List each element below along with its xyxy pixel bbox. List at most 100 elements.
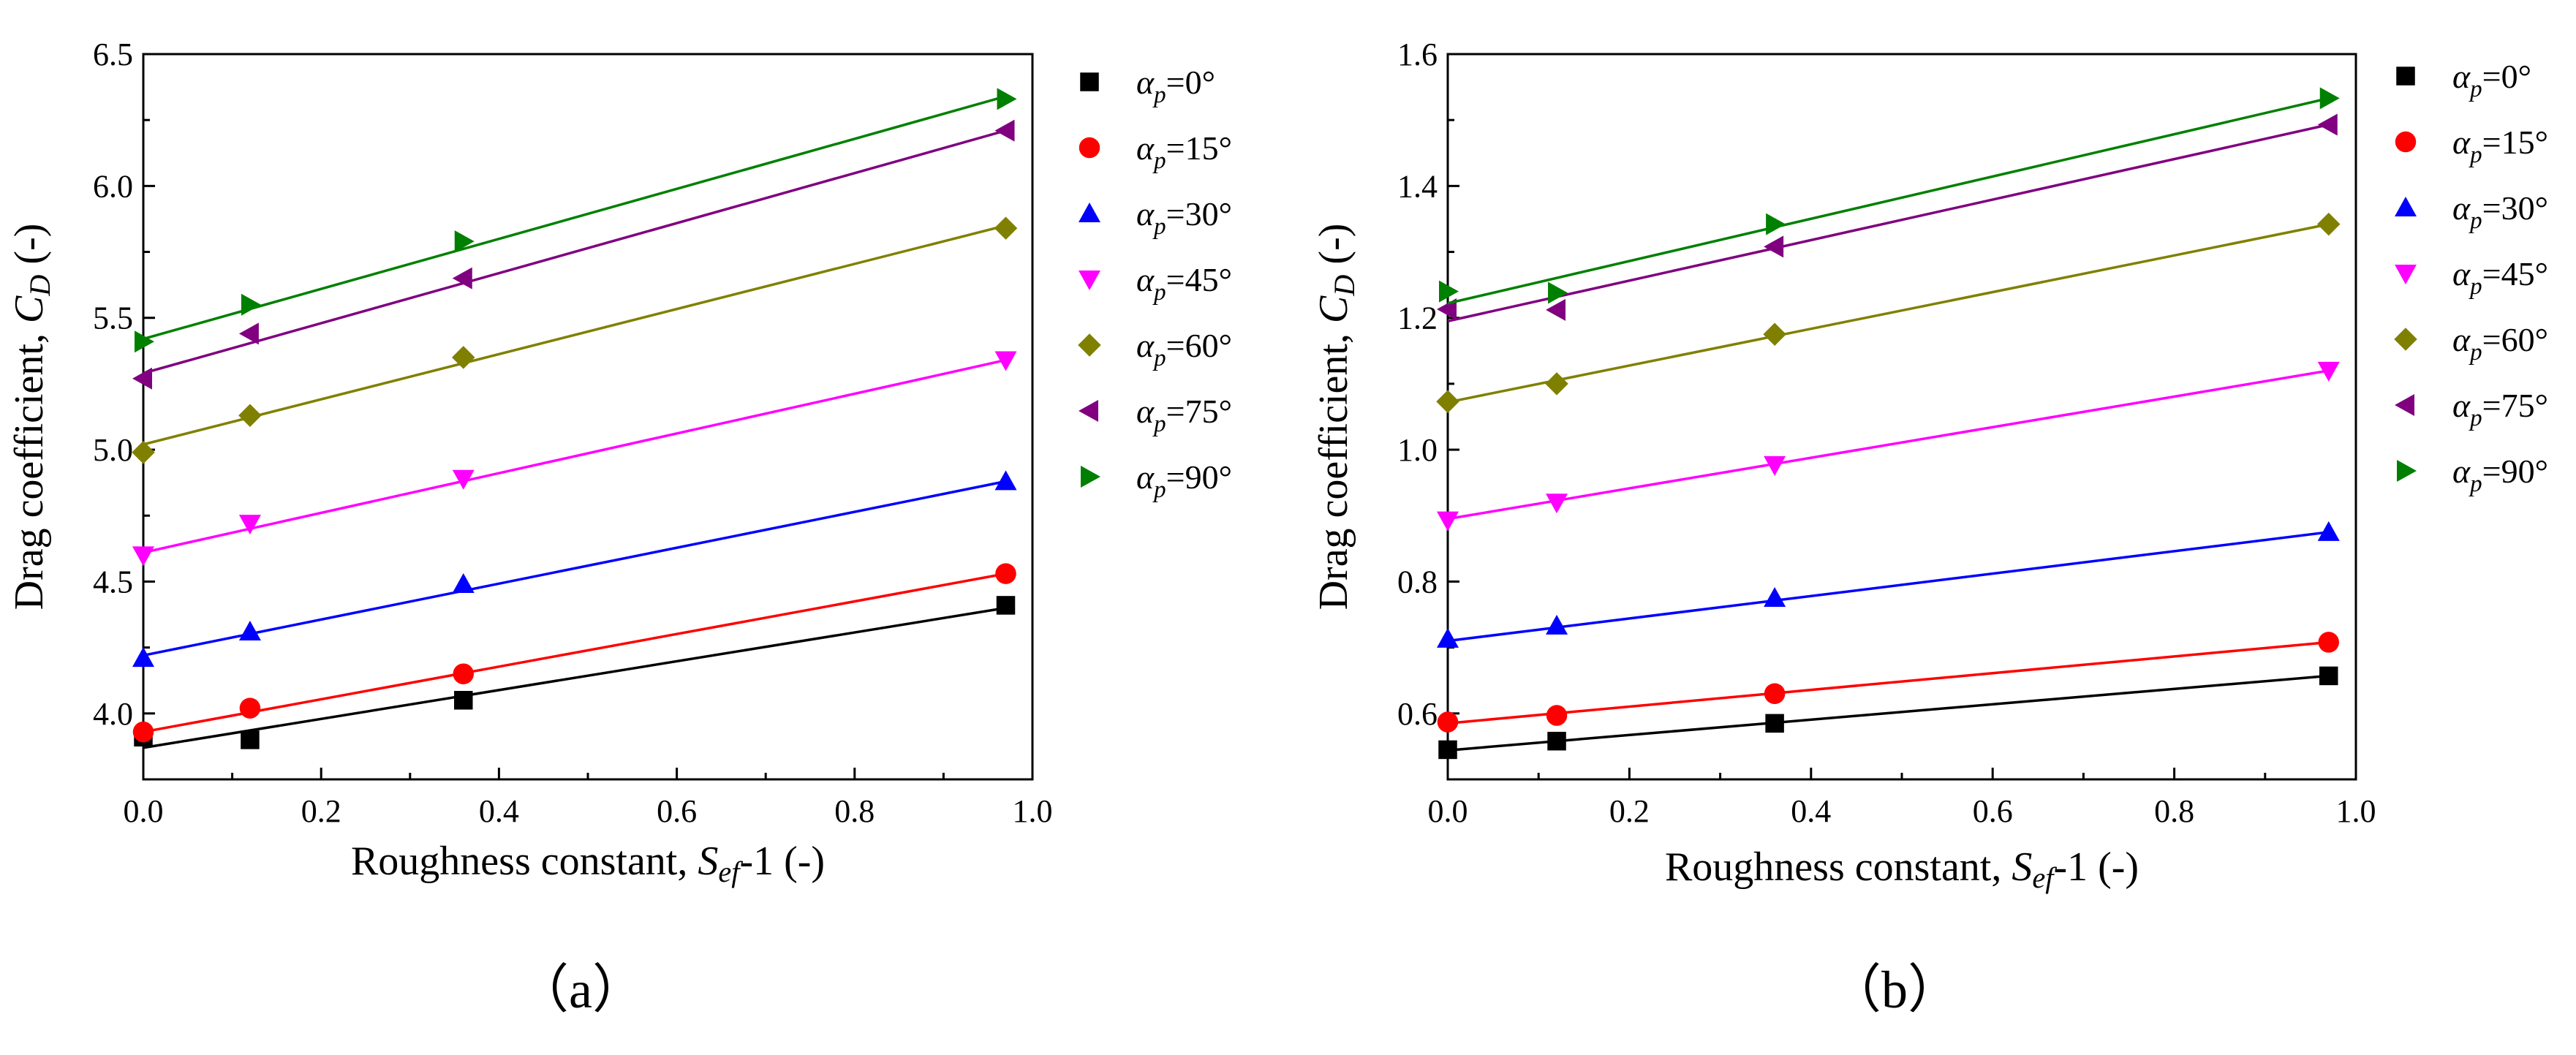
fit-line-0deg [1447, 674, 2329, 752]
data-point [1546, 494, 1568, 514]
data-point [2319, 87, 2340, 110]
fit-line-15deg [1447, 640, 2329, 725]
data-point [1438, 740, 1457, 760]
x-tick-label: 1.0 [1013, 793, 1053, 829]
data-point [994, 119, 1015, 142]
data-point [2317, 521, 2340, 541]
legend-marker [2395, 197, 2417, 216]
legend-marker [1081, 466, 1100, 488]
data-point [1763, 322, 1786, 347]
y-tick-label: 6.0 [93, 168, 133, 204]
legend-label: αp=0° [2452, 58, 2531, 102]
data-point [2319, 666, 2338, 686]
y-tick-label: 1.6 [1397, 37, 1438, 72]
data-point [238, 322, 259, 345]
data-point [1546, 705, 1568, 726]
data-point [1764, 455, 1786, 476]
data-point [1437, 511, 1459, 532]
data-point [1436, 390, 1459, 414]
fit-line-60deg [1447, 222, 2330, 404]
legend-marker [2394, 328, 2417, 351]
legend-marker [1079, 203, 1100, 222]
data-point [994, 470, 1017, 491]
data-point [1764, 683, 1786, 705]
data-point [1437, 298, 1457, 321]
legend-marker [2395, 131, 2417, 153]
data-point [452, 469, 475, 490]
data-point [132, 546, 154, 567]
data-point [452, 346, 475, 369]
legend-marker [1078, 333, 1101, 357]
legend-marker [1079, 400, 1098, 422]
y-tick-label: 6.5 [93, 37, 133, 72]
data-point [1764, 587, 1786, 607]
data-point [997, 88, 1017, 110]
legend-label: αp=30° [2452, 189, 2548, 234]
x-tick-label: 0.4 [1791, 793, 1831, 829]
legend-marker [2395, 394, 2414, 416]
legend-marker [1079, 137, 1100, 159]
x-tick-label: 0.0 [124, 793, 164, 829]
data-point [994, 351, 1017, 371]
data-point [452, 267, 472, 290]
fit-line-30deg [143, 480, 1006, 657]
data-point [238, 404, 262, 427]
y-tick-label: 1.4 [1397, 168, 1438, 204]
data-point [1545, 372, 1568, 396]
data-point [1547, 731, 1566, 751]
y-axis-title: Drag coefficient, CD (-) [7, 224, 56, 610]
legend-marker [1080, 72, 1099, 91]
x-tick-label: 0.6 [1973, 793, 2013, 829]
panel-label: （a） [516, 961, 645, 1019]
x-tick-label: 0.8 [834, 793, 875, 829]
fit-line-15deg [143, 572, 1006, 733]
data-point [135, 330, 154, 353]
y-tick-label: 0.6 [1397, 696, 1438, 732]
data-point [1437, 711, 1459, 733]
fit-line-45deg [143, 358, 1006, 554]
data-point [132, 647, 154, 668]
x-tick-label: 0.4 [479, 793, 519, 829]
fit-line-75deg [1447, 123, 2330, 322]
legend-marker [1079, 271, 1100, 290]
data-point [994, 216, 1018, 240]
fit-line-60deg [143, 224, 1006, 446]
data-point [1546, 614, 1568, 635]
data-point [238, 620, 261, 640]
panel-label: （b） [1829, 961, 1960, 1019]
data-point [1439, 280, 1459, 303]
x-tick-label: 1.0 [2336, 793, 2376, 829]
chart-panel-b: 0.0 0.2 0.4 0.6 0.8 1.0 0.6 0.8 1.0 1.2 1.4 1.6 Roug… [1311, 37, 2548, 1019]
legend-marker [2396, 67, 2415, 86]
data-point [238, 515, 261, 535]
y-tick-label: 4.5 [93, 564, 133, 600]
data-point [2317, 113, 2338, 136]
data-point [452, 573, 475, 594]
legend-label: αp=60° [1136, 327, 1232, 371]
plot-frame [142, 53, 1034, 781]
y-tick-label: 1.0 [1397, 432, 1438, 468]
data-point [453, 663, 475, 684]
data-point [1548, 281, 1568, 304]
legend-label: αp=45° [2452, 255, 2548, 300]
legend-label: αp=15° [1136, 129, 1232, 174]
x-axis-title: Roughness constant, Sef-1 (-) [1665, 844, 2139, 894]
y-tick-label: 0.8 [1397, 564, 1438, 600]
data-point [995, 563, 1016, 584]
data-point [2318, 632, 2339, 653]
fit-line-90deg [143, 95, 1006, 341]
legend-marker [2397, 460, 2417, 482]
data-point [1437, 627, 1459, 648]
plot-frame [1446, 53, 2357, 781]
y-tick-label: 5.0 [93, 432, 133, 468]
legend-label: αp=45° [1136, 261, 1232, 306]
x-tick-label: 0.8 [2154, 793, 2194, 829]
legend-label: αp=75° [2452, 387, 2548, 431]
x-tick-label: 0.2 [1609, 793, 1650, 829]
fit-line-75deg [143, 129, 1006, 375]
y-tick-label: 5.5 [93, 300, 133, 336]
y-tick-label: 1.2 [1397, 300, 1438, 336]
legend-label: αp=90° [1136, 458, 1232, 503]
fit-line-90deg [1447, 97, 2330, 305]
data-point [241, 730, 260, 749]
